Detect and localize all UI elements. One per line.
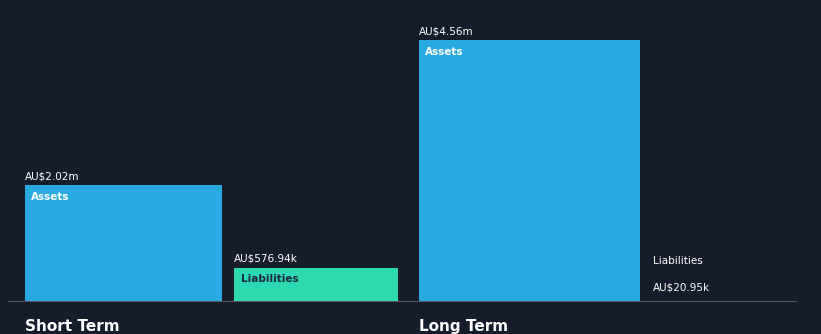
Text: Liabilities: Liabilities (241, 274, 298, 284)
Text: AU$4.56m: AU$4.56m (419, 26, 474, 36)
Text: Liabilities: Liabilities (653, 256, 703, 266)
Text: AU$2.02m: AU$2.02m (25, 171, 79, 181)
FancyBboxPatch shape (419, 40, 640, 301)
Text: Assets: Assets (31, 192, 70, 202)
Text: Assets: Assets (425, 47, 464, 57)
FancyBboxPatch shape (234, 268, 398, 301)
Text: Short Term: Short Term (25, 319, 119, 334)
FancyBboxPatch shape (25, 185, 222, 301)
Text: AU$20.95k: AU$20.95k (653, 283, 710, 293)
Text: Long Term: Long Term (419, 319, 508, 334)
Text: AU$576.94k: AU$576.94k (234, 254, 298, 264)
